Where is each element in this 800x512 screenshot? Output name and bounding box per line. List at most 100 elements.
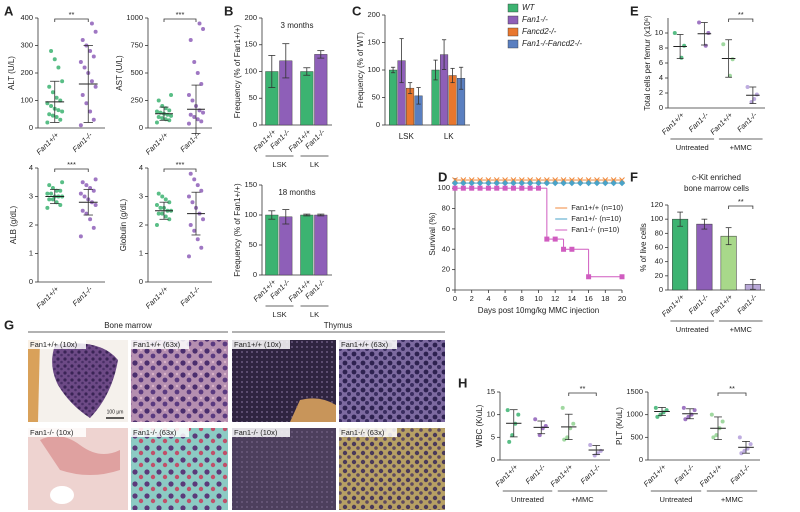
data-point	[560, 405, 565, 410]
legend-label: Fan1-/-	[522, 15, 548, 24]
data-point	[188, 223, 193, 227]
data-point	[195, 237, 200, 242]
marker	[451, 179, 459, 187]
y-tick-label: 750	[130, 40, 143, 49]
y-tick-label: 1000	[626, 410, 643, 419]
significance-bracket	[54, 18, 89, 22]
data-point	[192, 115, 197, 119]
data-point	[167, 200, 172, 205]
micrograph-label: Fan1+/+ (63x)	[133, 340, 181, 349]
data-point	[54, 95, 59, 100]
x-tick-label: 8	[520, 294, 524, 303]
marker	[468, 179, 475, 187]
y-tick-label: 8	[659, 43, 663, 52]
panel-label: A	[4, 3, 14, 18]
data-point	[47, 197, 52, 202]
y-tick-label: 2	[659, 88, 663, 97]
y-tick-label: 50	[372, 92, 380, 101]
data-point	[156, 191, 161, 196]
significance-label: **	[738, 197, 744, 206]
group-label: Bone marrow	[104, 321, 152, 330]
marker	[561, 246, 567, 252]
data-point	[706, 31, 711, 35]
marker	[602, 179, 609, 187]
marker	[502, 185, 508, 191]
data-point	[49, 191, 54, 196]
y-tick-label: 40	[442, 244, 450, 253]
x-tick-label: Fan1-/-	[735, 292, 759, 316]
legend-label: Fan1-/- (n=10)	[571, 225, 620, 234]
y-tick-label: 100	[244, 66, 257, 75]
y-tick-label: 500	[130, 68, 143, 77]
data-point	[672, 31, 677, 35]
y-axis-label: WBC (K/uL)	[475, 404, 484, 447]
data-point	[192, 177, 197, 182]
data-point	[507, 439, 512, 444]
y-tick-label: 250	[130, 95, 143, 104]
group-label: Untreated	[676, 325, 709, 334]
data-point	[192, 60, 197, 64]
y-axis-label: % of live cells	[639, 223, 648, 271]
bar	[279, 216, 293, 276]
data-point	[160, 194, 165, 199]
data-point	[201, 27, 206, 31]
data-point	[50, 185, 55, 190]
legend-swatch	[507, 39, 519, 49]
label-backdrop	[232, 428, 290, 437]
data-point	[163, 197, 168, 202]
y-tick-label: 15	[487, 387, 495, 396]
x-tick-label: Fan1+/+	[708, 110, 735, 137]
group-label: +MMC	[730, 325, 753, 334]
marker	[510, 185, 516, 191]
data-point	[748, 442, 753, 447]
data-point	[163, 214, 168, 219]
data-point	[199, 119, 204, 124]
y-tick-label: 20	[442, 265, 450, 274]
chart-title: 3 months	[281, 21, 314, 30]
marker	[477, 185, 483, 191]
data-point	[683, 417, 688, 422]
y-tick-label: 200	[244, 13, 257, 22]
micrograph-label: Fan1-/- (10x)	[30, 428, 74, 437]
data-point	[720, 419, 725, 424]
y-tick-label: 4	[29, 163, 33, 172]
y-tick-label: 40	[655, 257, 663, 266]
legend-swatch	[507, 27, 519, 37]
y-tick-label: 0	[253, 120, 257, 129]
chart-title: c-Kit enriched	[692, 173, 741, 182]
marker	[518, 179, 526, 187]
data-point	[47, 112, 52, 117]
marker	[452, 185, 458, 191]
x-tick-label: 20	[618, 294, 626, 303]
legend-label: Fan1-/-Fancd2-/-	[522, 39, 582, 48]
data-point	[160, 211, 165, 216]
data-point	[195, 117, 200, 122]
data-point	[686, 414, 691, 419]
data-point	[169, 113, 174, 118]
data-point	[56, 65, 61, 70]
data-point	[697, 20, 702, 25]
data-point	[52, 57, 57, 62]
group-label: +MMC	[721, 495, 744, 504]
y-tick-label: 1	[139, 248, 143, 257]
data-point	[160, 116, 165, 121]
data-point	[681, 405, 686, 410]
y-tick-label: 150	[244, 180, 257, 189]
x-tick-label: Fan1+/+	[144, 284, 171, 311]
data-point	[754, 92, 759, 97]
y-tick-label: 150	[367, 37, 380, 46]
x-tick-label: LK	[444, 132, 454, 141]
marker	[501, 179, 509, 187]
marker	[536, 185, 541, 191]
x-tick-label: Fan1-/-	[178, 284, 202, 308]
data-point	[186, 254, 191, 259]
legend-label: WT	[522, 3, 536, 12]
y-tick-label: 100	[437, 183, 450, 192]
label-backdrop	[131, 340, 189, 349]
x-tick-label: 2	[470, 294, 474, 303]
y-tick-label: 4	[139, 163, 143, 172]
x-tick-label: Fan1+/+	[548, 462, 575, 489]
data-point	[93, 177, 98, 182]
data-point	[714, 433, 719, 438]
micrograph-label: Fan1+/+ (10x)	[234, 340, 282, 349]
